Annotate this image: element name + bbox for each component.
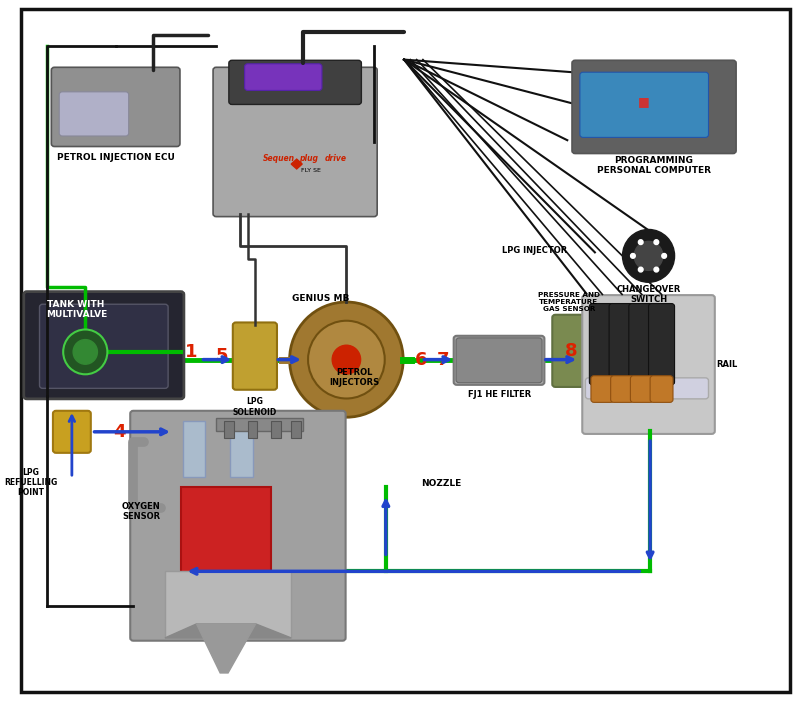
Bar <box>216 418 303 431</box>
Ellipse shape <box>630 254 635 258</box>
FancyBboxPatch shape <box>245 64 322 90</box>
FancyBboxPatch shape <box>229 60 362 104</box>
Text: 4: 4 <box>113 423 126 441</box>
Text: LPG INJECTOR: LPG INJECTOR <box>502 246 566 254</box>
Ellipse shape <box>654 267 658 272</box>
FancyBboxPatch shape <box>630 376 654 402</box>
Polygon shape <box>165 624 291 638</box>
Bar <box>271 421 281 438</box>
Text: PETROL INJECTION ECU: PETROL INJECTION ECU <box>57 153 175 162</box>
Text: CHANGEOVER
SWITCH: CHANGEOVER SWITCH <box>616 285 681 304</box>
Ellipse shape <box>332 345 361 374</box>
Text: GENIUS MB: GENIUS MB <box>292 294 349 303</box>
FancyBboxPatch shape <box>24 292 184 399</box>
FancyBboxPatch shape <box>130 411 346 641</box>
Text: Sequen: Sequen <box>263 154 295 163</box>
Ellipse shape <box>73 339 98 365</box>
FancyBboxPatch shape <box>609 304 635 385</box>
Ellipse shape <box>654 240 658 245</box>
Polygon shape <box>291 159 302 169</box>
Bar <box>165 571 291 638</box>
FancyBboxPatch shape <box>53 411 91 453</box>
Ellipse shape <box>63 329 107 374</box>
Text: RAIL: RAIL <box>716 360 738 369</box>
Text: 1: 1 <box>185 343 197 361</box>
Text: PROGRAMMING
PERSONAL COMPUTER: PROGRAMMING PERSONAL COMPUTER <box>597 156 711 175</box>
FancyBboxPatch shape <box>590 304 615 385</box>
FancyBboxPatch shape <box>649 304 674 385</box>
FancyBboxPatch shape <box>610 376 634 402</box>
Ellipse shape <box>308 321 385 398</box>
Bar <box>181 487 271 578</box>
FancyBboxPatch shape <box>572 60 736 154</box>
Text: 8: 8 <box>565 341 578 360</box>
Text: LPG
REFUELLING
POINT: LPG REFUELLING POINT <box>4 468 58 498</box>
Text: 5: 5 <box>215 347 228 365</box>
Bar <box>224 421 234 438</box>
FancyBboxPatch shape <box>22 9 790 692</box>
Ellipse shape <box>638 240 643 245</box>
Text: 7: 7 <box>436 350 449 369</box>
Bar <box>230 421 253 477</box>
Ellipse shape <box>662 254 666 258</box>
Text: FLY SE: FLY SE <box>301 168 321 172</box>
FancyBboxPatch shape <box>454 336 545 385</box>
Text: TANK WITH
MULTIVALVE: TANK WITH MULTIVALVE <box>46 300 108 320</box>
Text: PRESSURE AND
TEMPERATURE
GAS SENSOR: PRESSURE AND TEMPERATURE GAS SENSOR <box>538 292 600 312</box>
FancyBboxPatch shape <box>650 376 673 402</box>
FancyBboxPatch shape <box>51 67 180 147</box>
FancyBboxPatch shape <box>456 338 542 383</box>
Text: PETROL
INJECTORS: PETROL INJECTORS <box>330 368 379 388</box>
FancyBboxPatch shape <box>59 92 129 136</box>
FancyBboxPatch shape <box>629 304 655 385</box>
FancyBboxPatch shape <box>586 378 709 399</box>
FancyBboxPatch shape <box>233 322 277 390</box>
Text: FJ1 HE FILTER: FJ1 HE FILTER <box>468 390 531 400</box>
FancyBboxPatch shape <box>552 315 586 387</box>
Bar <box>248 421 258 438</box>
Text: drive: drive <box>325 154 347 163</box>
Ellipse shape <box>290 302 403 417</box>
Text: ■: ■ <box>638 95 650 109</box>
Text: plug: plug <box>299 154 318 163</box>
Text: OXYGEN
SENSOR: OXYGEN SENSOR <box>122 502 161 522</box>
Ellipse shape <box>634 241 663 271</box>
Text: NOZZLE: NOZZLE <box>422 479 462 488</box>
Bar <box>183 421 205 477</box>
FancyBboxPatch shape <box>213 67 377 217</box>
Ellipse shape <box>622 229 674 283</box>
Polygon shape <box>197 624 256 673</box>
FancyBboxPatch shape <box>582 295 715 434</box>
Bar <box>291 421 301 438</box>
Ellipse shape <box>638 267 643 272</box>
FancyBboxPatch shape <box>580 72 709 137</box>
Text: 6: 6 <box>415 350 427 369</box>
Text: LPG
SOLENOID
VALVE: LPG SOLENOID VALVE <box>233 397 277 428</box>
FancyBboxPatch shape <box>591 376 614 402</box>
FancyBboxPatch shape <box>39 304 168 388</box>
